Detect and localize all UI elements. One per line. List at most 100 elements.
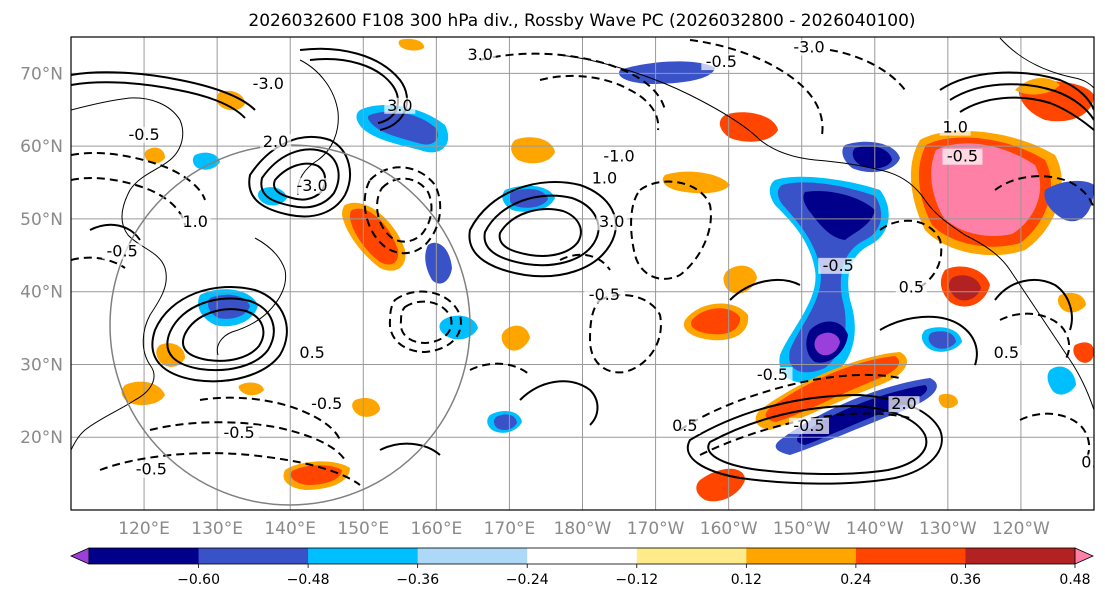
- contour-label: -0.5: [706, 52, 737, 71]
- shading-patch: [121, 381, 165, 406]
- shading-patch: [803, 190, 875, 240]
- shading-patch: [1073, 342, 1094, 363]
- colorbar-tick-label: 0.24: [840, 572, 871, 588]
- longitude-label: 140°W: [846, 519, 904, 539]
- longitude-label: 170°E: [484, 519, 536, 539]
- contour-label: 1.0: [592, 169, 617, 188]
- shading-patch: [501, 325, 530, 351]
- colorbar-swatch: [198, 548, 309, 564]
- contour-label: -0.5: [589, 285, 620, 304]
- shading-patch: [238, 382, 264, 396]
- longitude-label: 130°W: [919, 519, 977, 539]
- shading-patch: [144, 147, 165, 164]
- colorbar-tick-label: 0.36: [950, 572, 981, 588]
- contour-line: [71, 177, 186, 226]
- longitude-label: 150°W: [773, 519, 831, 539]
- contour-label: -0.5: [107, 241, 138, 260]
- contour-line: [829, 49, 906, 91]
- contour-line: [151, 286, 288, 383]
- contour-line: [71, 256, 126, 269]
- colorbar-swatch: [89, 548, 200, 564]
- colorbar: −0.60 −0.48 −0.36 −0.24 −0.12 0.12 0.24 0.36 0.4…: [70, 547, 1094, 588]
- shading-patch: [257, 187, 287, 206]
- contour-line: [539, 74, 660, 131]
- colorbar-tick-label: 0.48: [1059, 572, 1090, 588]
- contour-label: -3.0: [793, 38, 824, 57]
- longitude-label: 120°W: [992, 519, 1050, 539]
- contour-line: [309, 58, 399, 124]
- contour-label-bg: [596, 214, 628, 231]
- shading-patch: [216, 90, 245, 111]
- contour-line: [99, 452, 361, 486]
- contour-line: [199, 396, 341, 441]
- colorbar-tick-label: 0.12: [731, 572, 762, 588]
- longitude-label: 150°E: [337, 519, 389, 539]
- contour-line: [260, 148, 340, 209]
- latitude-label: 50°N: [20, 210, 63, 230]
- latitude-label: 40°N: [20, 283, 63, 303]
- contour-label-bg: [292, 177, 333, 194]
- contour-line: [729, 279, 801, 301]
- shading-patch: [439, 315, 478, 340]
- contour-label-bg: [384, 97, 416, 114]
- shading-patch: [398, 38, 425, 51]
- colorbar-swatch: [746, 548, 857, 564]
- contour-label-bg: [102, 243, 143, 260]
- longitude-label: 130°E: [191, 519, 243, 539]
- contour-line: [166, 297, 275, 372]
- contour-label-bg: [789, 417, 830, 434]
- shading-patch: [208, 294, 250, 319]
- contour-line: [679, 373, 901, 431]
- longitude-label: 140°E: [264, 519, 316, 539]
- contour-label: 0.5: [672, 416, 697, 435]
- colorbar-swatch: [965, 548, 1076, 564]
- colorbar-extend-min: [70, 547, 90, 565]
- contour-line: [149, 421, 346, 461]
- contour-label-bg: [260, 134, 292, 151]
- contour-label: 3.0: [599, 212, 624, 231]
- shading-patch: [814, 332, 840, 356]
- contour-line: [689, 39, 824, 136]
- divergence-shading: [121, 38, 1094, 502]
- contour-line: [182, 308, 265, 362]
- contour-line: [89, 223, 141, 241]
- shading-patch: [425, 242, 452, 284]
- contour-line: [299, 47, 409, 131]
- contour-line: [879, 219, 943, 291]
- contour-label: -0.5: [947, 147, 978, 166]
- contour-line: [994, 279, 1073, 331]
- contour-label-bg: [942, 148, 983, 165]
- north-america-coastline: [999, 37, 1094, 89]
- contour-label-bg: [818, 257, 859, 274]
- contour-line: [588, 294, 662, 374]
- shading-patch: [192, 152, 220, 170]
- contour-line: [959, 96, 1094, 131]
- colorbar-frame: [88, 547, 1076, 565]
- contour-label: -0.5: [311, 394, 342, 413]
- latitude-label: 60°N: [20, 137, 63, 157]
- contour-line: [1019, 412, 1091, 463]
- longitude-label: 180°W: [554, 519, 612, 539]
- shading-patch: [691, 308, 741, 335]
- contour-label: 3.0: [387, 96, 412, 115]
- shading-patch: [511, 137, 555, 164]
- contour-label: 0.5: [899, 278, 924, 297]
- longitude-axis: 120°E 130°E 140°E 150°E 160°E 170°E 180°W 170°W…: [118, 519, 1050, 539]
- colorbar-swatch: [308, 548, 419, 564]
- contour-label-bg: [752, 367, 793, 384]
- shading-patch: [1047, 366, 1076, 395]
- contour-label-bg: [584, 286, 625, 303]
- contour-line: [71, 71, 256, 111]
- shading-patch: [928, 331, 956, 349]
- contour-label-bg: [701, 54, 742, 71]
- latitude-label: 70°N: [20, 64, 63, 84]
- map-panel: 3.0 -3.0 3.0 2.0 -0.5 -0.5 -3.0 1.0 -1.0 -3.0 3.0 1…: [71, 37, 1094, 510]
- contour-line: [483, 194, 600, 267]
- contour-line: [479, 52, 666, 111]
- longitude-label: 120°E: [118, 519, 170, 539]
- kamchatka-coastline: [297, 59, 339, 196]
- contour-line: [519, 380, 599, 426]
- contour-label-bg: [939, 119, 971, 136]
- contour-label: 2.0: [263, 132, 288, 151]
